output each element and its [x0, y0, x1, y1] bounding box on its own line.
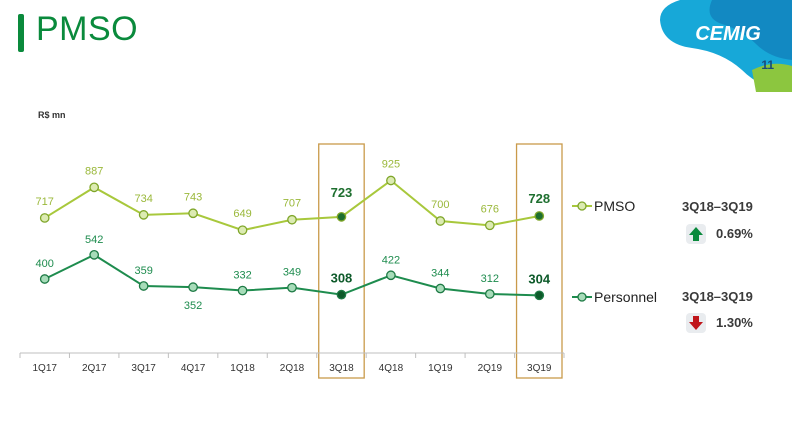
- x-tick-label-1Q19: 1Q19: [428, 363, 453, 374]
- data-point-personnel-2Q19: [484, 289, 495, 299]
- unit-label: R$ mn: [38, 110, 66, 120]
- data-label-pmso-2Q18: 707: [283, 198, 301, 210]
- x-tick-label-2Q17: 2Q17: [82, 363, 107, 374]
- x-tick-label-2Q19: 2Q19: [478, 363, 503, 374]
- data-point-personnel-1Q17: [39, 274, 50, 284]
- data-label-personnel-1Q18: 332: [233, 270, 251, 282]
- data-label-pmso-2Q17: 887: [85, 165, 103, 177]
- data-point-personnel-3Q18: [336, 289, 347, 300]
- data-label-personnel-1Q19: 344: [431, 268, 449, 280]
- data-point-pmso-4Q18: [386, 175, 396, 186]
- legend-label-personnel: Personnel: [594, 289, 657, 305]
- data-point-personnel-4Q18: [386, 270, 396, 281]
- data-point-pmso-1Q18: [237, 225, 248, 236]
- data-point-pmso-4Q17: [188, 208, 198, 219]
- personnel-comparison-label: 3Q18–3Q19: [682, 289, 753, 304]
- data-point-personnel-4Q17: [188, 282, 198, 293]
- arrow-down-icon: [686, 313, 706, 333]
- data-label-personnel-2Q19: 312: [481, 273, 499, 285]
- data-label-pmso-3Q17: 734: [134, 193, 152, 205]
- data-label-personnel-2Q18: 349: [283, 267, 301, 279]
- data-label-pmso-2Q19: 676: [481, 203, 499, 215]
- data-point-pmso-2Q18: [287, 214, 297, 225]
- x-tick-label-4Q17: 4Q17: [181, 363, 206, 374]
- data-label-personnel-3Q19: 304: [528, 271, 550, 286]
- x-tick-label-2Q18: 2Q18: [280, 363, 305, 374]
- data-point-pmso-2Q19: [484, 220, 495, 231]
- cemig-logo: CEMIG: [652, 0, 792, 92]
- x-tick-label-4Q18: 4Q18: [379, 363, 404, 374]
- data-label-pmso-1Q19: 700: [431, 199, 449, 211]
- data-point-pmso-1Q17: [39, 213, 50, 223]
- data-label-pmso-1Q17: 717: [36, 196, 54, 208]
- data-label-pmso-4Q18: 925: [382, 159, 400, 171]
- personnel-change-value: 1.30%: [716, 315, 753, 330]
- data-point-pmso-3Q19: [534, 211, 545, 221]
- title-accent-bar: [18, 14, 24, 52]
- legend-marker-pmso: [577, 201, 587, 211]
- data-point-personnel-1Q18: [237, 285, 248, 296]
- x-tick-label-3Q18: 3Q18: [329, 363, 354, 374]
- x-tick-label-3Q17: 3Q17: [131, 363, 156, 374]
- data-label-pmso-4Q17: 743: [184, 191, 202, 203]
- data-point-pmso-3Q18: [336, 212, 347, 222]
- arrow-up-icon: [686, 224, 706, 244]
- logo-text: CEMIG: [695, 23, 761, 45]
- data-label-personnel-4Q17: 352: [184, 300, 202, 312]
- pmso-comparison-label: 3Q18–3Q19: [682, 199, 753, 214]
- data-point-pmso-1Q19: [435, 216, 446, 226]
- data-label-pmso-3Q19: 728: [528, 191, 550, 206]
- x-tick-label-3Q19: 3Q19: [527, 363, 552, 374]
- data-point-personnel-3Q19: [534, 290, 545, 301]
- x-tick-label-1Q17: 1Q17: [32, 363, 57, 374]
- data-label-personnel-4Q18: 422: [382, 254, 400, 266]
- data-point-pmso-2Q17: [89, 182, 100, 193]
- data-label-pmso-1Q18: 649: [233, 208, 251, 220]
- highlight-box-3Q18: [318, 143, 365, 379]
- data-point-personnel-1Q19: [435, 283, 446, 294]
- data-label-personnel-1Q17: 400: [36, 258, 54, 270]
- data-label-personnel-3Q18: 308: [331, 271, 353, 286]
- page-number: 11: [761, 58, 774, 72]
- data-label-personnel-3Q17: 359: [134, 265, 152, 277]
- data-point-personnel-2Q18: [287, 282, 297, 293]
- highlight-box-3Q19: [515, 143, 563, 379]
- legend-label-pmso: PMSO: [594, 198, 635, 214]
- data-point-personnel-2Q17: [89, 250, 100, 260]
- data-point-personnel-3Q17: [138, 281, 149, 291]
- pmso-change-value: 0.69%: [716, 226, 753, 241]
- legend-marker-personnel: [577, 292, 587, 302]
- data-label-personnel-2Q17: 542: [85, 234, 103, 246]
- data-point-pmso-3Q17: [138, 210, 149, 220]
- page-title: PMSO: [36, 10, 139, 48]
- data-label-pmso-3Q18: 723: [331, 185, 353, 200]
- x-tick-label-1Q18: 1Q18: [230, 363, 255, 374]
